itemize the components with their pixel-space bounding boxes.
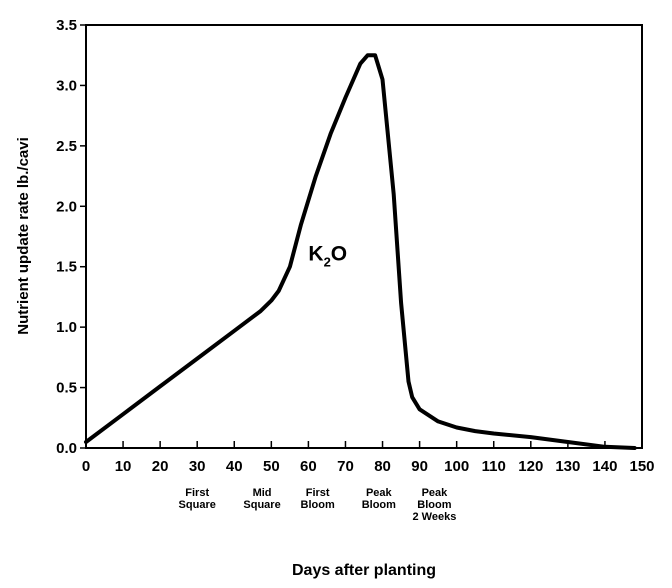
stage-label: Mid Square [243,487,280,511]
y-tick-label: 3.5 [56,17,77,34]
x-tick-label: 140 [592,458,617,475]
stage-label: Peak Bloom [362,487,396,511]
stage-label-line: Mid [253,487,272,499]
annotation: K2O [308,243,347,270]
x-tick-label: 50 [263,458,280,475]
y-tick-label: 1.5 [56,259,77,276]
x-tick-label: 30 [189,458,206,475]
y-tick-label: 2.5 [56,138,77,155]
y-tick-label: 0.0 [56,440,77,457]
stage-label-line: Bloom [417,499,451,511]
line-series [84,53,637,450]
x-tick-label: 90 [411,458,428,475]
x-tick-label: 100 [444,458,469,475]
x-tick-label: 70 [337,458,354,475]
annotation-sub: 2 [324,255,331,270]
stage-label-line: First [306,487,330,499]
x-tick-label: 120 [518,458,543,475]
x-tick-label: 20 [152,458,169,475]
stage-label-line: Bloom [362,499,396,511]
y-tick-label: 0.5 [56,380,77,397]
stage-label-line: Square [179,499,216,511]
x-tick-label: 150 [629,458,654,475]
y-tick-label: 2.0 [56,198,77,215]
y-tick-label: 3.0 [56,77,77,94]
x-tick-label: 130 [555,458,580,475]
stage-label: Peak Bloom 2 Weeks [413,487,457,523]
plot-frame [85,24,643,449]
stage-label-line: Square [243,499,280,511]
x-axis-label: Days after planting [292,562,436,579]
stage-label: First Square [179,487,216,511]
x-tick-label: 0 [82,458,90,475]
y-tick-label: 1.0 [56,319,77,336]
x-tick-label: 80 [374,458,391,475]
stage-label-line: 2 Weeks [413,511,457,523]
stage-label-line: First [185,487,209,499]
annotation-part: O [331,243,347,266]
stage-label-line: Bloom [301,499,335,511]
x-tick-label: 110 [482,458,506,475]
annotation-part: K [308,243,323,266]
x-tick-label: 10 [115,458,132,475]
stage-label-line: Peak [422,487,449,499]
x-tick-label: 60 [300,458,317,475]
stage-label: First Bloom [301,487,335,511]
x-tick-label: 40 [226,458,243,475]
y-axis-label: Nutrient update rate lb./cavi [15,137,32,335]
stage-label-line: Peak [366,487,393,499]
